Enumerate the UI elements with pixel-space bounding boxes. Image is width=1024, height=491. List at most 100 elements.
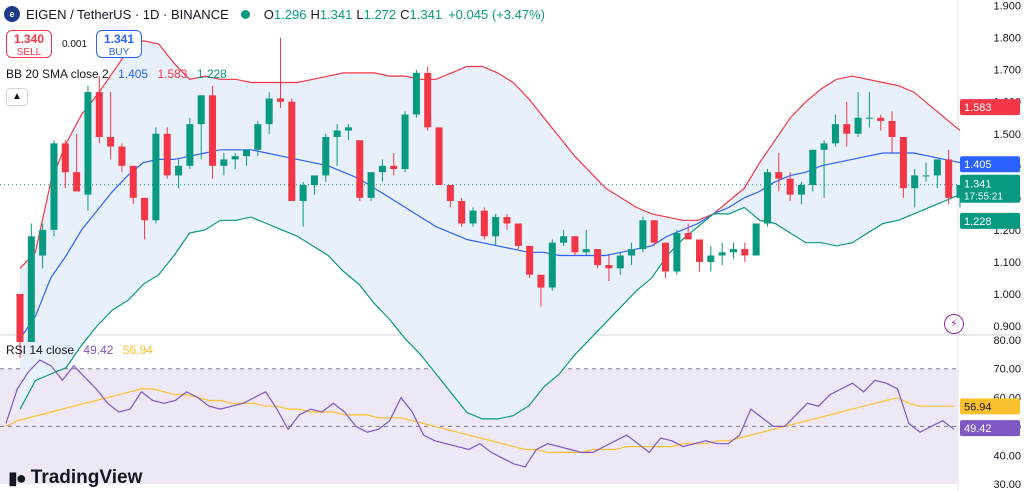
- candle-body[interactable]: [356, 140, 364, 198]
- bollinger-lower-value: 1.228: [196, 67, 227, 81]
- candle-body[interactable]: [27, 236, 35, 343]
- candle-body[interactable]: [854, 117, 862, 134]
- lightning-icon[interactable]: ⚡: [944, 314, 964, 334]
- candle-body[interactable]: [118, 146, 126, 166]
- candle-body[interactable]: [50, 143, 58, 230]
- candle-body[interactable]: [152, 133, 160, 221]
- candle-body[interactable]: [899, 136, 907, 189]
- candle-body[interactable]: [344, 127, 352, 131]
- candle-body[interactable]: [16, 293, 24, 343]
- rsi-legend[interactable]: RSI 14 close 49.42 56.94: [6, 343, 159, 357]
- candle-body[interactable]: [175, 165, 183, 176]
- candle-body[interactable]: [741, 249, 749, 256]
- candle-body[interactable]: [209, 95, 217, 166]
- rsi-line: [5, 359, 955, 468]
- candle-body[interactable]: [696, 239, 704, 262]
- candle-body[interactable]: [186, 124, 194, 166]
- candle-body[interactable]: [718, 252, 726, 256]
- candle-body[interactable]: [526, 245, 534, 275]
- symbol-title[interactable]: EIGEN / TetherUS · 1D · BINANCE: [26, 6, 229, 22]
- candle-body[interactable]: [310, 175, 318, 186]
- candle-body[interactable]: [469, 210, 477, 224]
- candle-body[interactable]: [616, 255, 624, 269]
- upper-band-tag: 1.583: [964, 102, 992, 114]
- candle-body[interactable]: [877, 117, 885, 121]
- candle-body[interactable]: [582, 249, 590, 253]
- candle-body[interactable]: [628, 249, 636, 256]
- candle-body[interactable]: [650, 220, 658, 243]
- candle-body[interactable]: [322, 136, 330, 176]
- candle-body[interactable]: [84, 92, 92, 195]
- candle-body[interactable]: [401, 114, 409, 169]
- candle-body[interactable]: [605, 265, 613, 269]
- candle-body[interactable]: [435, 127, 443, 186]
- candle-body[interactable]: [333, 130, 341, 137]
- candle-body[interactable]: [707, 255, 715, 262]
- candle-body[interactable]: [820, 143, 828, 150]
- candle-body[interactable]: [594, 249, 602, 266]
- candle-body[interactable]: [888, 120, 896, 137]
- candle-body[interactable]: [163, 133, 171, 176]
- candle-body[interactable]: [73, 172, 81, 192]
- bollinger-fill-area: [20, 40, 960, 419]
- candle-body[interactable]: [729, 249, 738, 253]
- candle-body[interactable]: [412, 72, 420, 115]
- candle-body[interactable]: [480, 210, 488, 237]
- candle-body[interactable]: [548, 242, 556, 288]
- candle-body[interactable]: [446, 185, 454, 202]
- candle-body[interactable]: [390, 165, 398, 169]
- candle-body[interactable]: [911, 175, 919, 189]
- candle-body[interactable]: [684, 233, 692, 240]
- candle-body[interactable]: [865, 117, 873, 119]
- candlestick-series[interactable]: [16, 37, 964, 359]
- candle-body[interactable]: [639, 220, 647, 250]
- candle-body[interactable]: [141, 197, 149, 221]
- candle-body[interactable]: [809, 149, 817, 186]
- candle-body[interactable]: [503, 217, 511, 224]
- candle-body[interactable]: [571, 236, 579, 253]
- candle-body[interactable]: [254, 124, 262, 150]
- candle-body[interactable]: [922, 175, 930, 177]
- candle-body[interactable]: [933, 159, 941, 176]
- candle-body[interactable]: [378, 165, 386, 173]
- candle-body[interactable]: [107, 136, 115, 147]
- price-tick-label: 1.500: [993, 129, 1021, 141]
- candle-body[interactable]: [265, 98, 273, 125]
- candle-body[interactable]: [288, 101, 296, 202]
- chevron-up-icon[interactable]: ▲: [6, 88, 28, 106]
- candle-body[interactable]: [492, 217, 500, 237]
- candle-body[interactable]: [662, 242, 670, 272]
- candle-body[interactable]: [276, 98, 284, 102]
- tradingview-mark-icon: ▮●: [8, 467, 27, 488]
- candle-body[interactable]: [299, 185, 307, 202]
- candle-body[interactable]: [242, 149, 251, 157]
- rsi-ma-line: [5, 388, 954, 453]
- candle-body[interactable]: [220, 159, 228, 166]
- candle-body[interactable]: [61, 143, 69, 173]
- candle-body[interactable]: [129, 165, 137, 198]
- sell-price: 1.340: [13, 32, 45, 46]
- candle-body[interactable]: [763, 172, 771, 224]
- bollinger-legend[interactable]: BB 20 SMA close 2 1.405 1.583 1.228: [6, 67, 233, 81]
- candle-body[interactable]: [786, 178, 794, 195]
- candle-body[interactable]: [560, 236, 568, 243]
- candle-body[interactable]: [775, 172, 783, 179]
- candle-body[interactable]: [458, 201, 466, 224]
- candle-body[interactable]: [424, 72, 432, 128]
- candle-body[interactable]: [197, 95, 205, 125]
- candle-body[interactable]: [831, 124, 839, 144]
- candle-body[interactable]: [39, 229, 47, 256]
- candle-body[interactable]: [797, 185, 805, 195]
- candle-body[interactable]: [95, 92, 103, 137]
- candle-body[interactable]: [843, 124, 851, 134]
- candle-body[interactable]: [537, 274, 545, 288]
- candle-body[interactable]: [752, 223, 760, 256]
- buy-button[interactable]: 1.341 BUY: [96, 30, 142, 58]
- candle-body[interactable]: [945, 159, 953, 198]
- candle-body[interactable]: [231, 156, 239, 160]
- candle-body[interactable]: [367, 172, 375, 198]
- candle-body[interactable]: [673, 233, 681, 272]
- candle-body[interactable]: [514, 223, 522, 246]
- sell-button[interactable]: 1.340 SELL: [6, 30, 52, 58]
